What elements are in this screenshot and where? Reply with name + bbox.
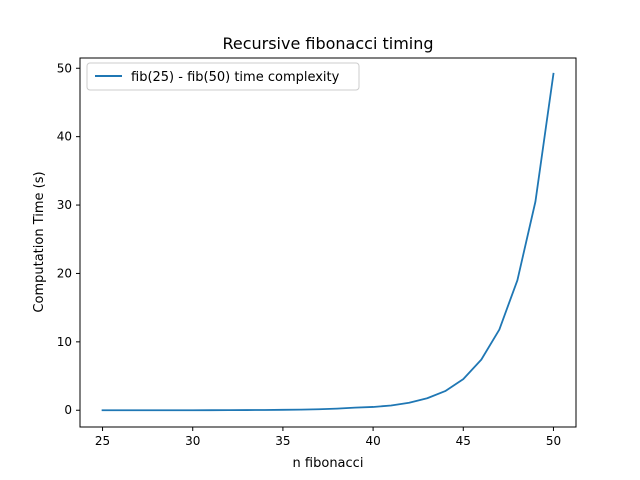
legend-box bbox=[86, 62, 360, 91]
plot-frame bbox=[79, 57, 577, 428]
y-tick-label: 10 bbox=[57, 335, 72, 349]
y-tick-label: 50 bbox=[57, 61, 72, 75]
series-line-0 bbox=[101, 72, 555, 412]
x-tick-label: 35 bbox=[275, 434, 290, 448]
x-tick-label: 50 bbox=[546, 434, 561, 448]
plot-area: 25 30 35 40 45 50 0 10 20 30 40 50 bbox=[57, 57, 577, 448]
y-axis-label: Computation Time (s) bbox=[32, 171, 47, 312]
x-tick-label: 45 bbox=[456, 434, 471, 448]
x-axis-label: n fibonacci bbox=[293, 456, 364, 471]
y-tick-label: 0 bbox=[64, 403, 72, 417]
x-tick-label: 25 bbox=[95, 434, 110, 448]
y-tick-label: 20 bbox=[57, 266, 72, 280]
y-tick-label: 40 bbox=[57, 130, 72, 144]
legend: fib(25) - fib(50) time complexity bbox=[86, 62, 360, 91]
legend-label: fib(25) - fib(50) time complexity bbox=[131, 70, 340, 85]
x-tick-label: 40 bbox=[365, 434, 380, 448]
x-tick-label: 30 bbox=[185, 434, 200, 448]
y-tick-label: 30 bbox=[57, 198, 72, 212]
chart-title: Recursive fibonacci timing bbox=[222, 34, 433, 53]
